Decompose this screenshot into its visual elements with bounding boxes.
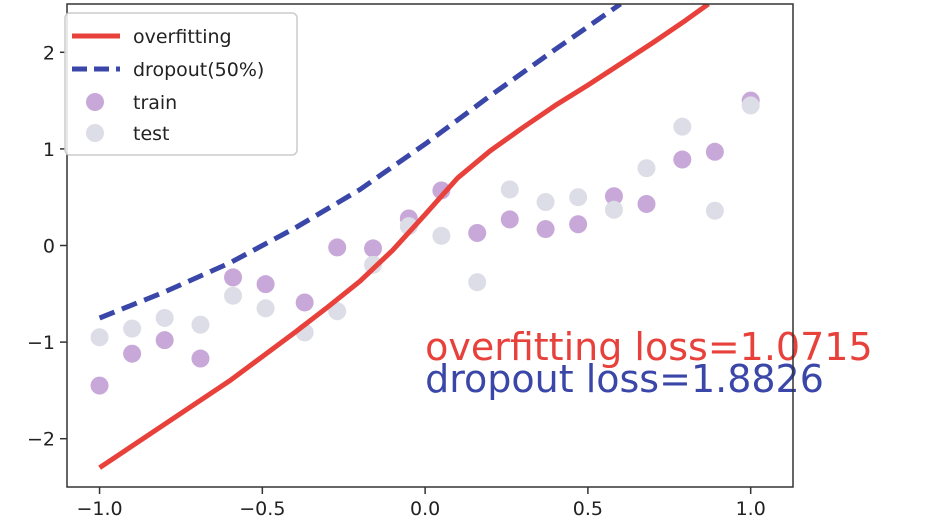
y-tick-label: 0 xyxy=(43,236,55,258)
train-point xyxy=(468,223,487,242)
train-point xyxy=(364,239,383,258)
legend-label-dropout: dropout(50%) xyxy=(133,59,264,81)
test-point xyxy=(364,255,383,274)
test-point xyxy=(468,273,487,292)
train-point xyxy=(536,220,555,239)
test-point xyxy=(500,180,519,199)
x-axis: −1.0 −0.5 0.0 0.5 1.0 xyxy=(76,487,766,520)
legend-swatch-train xyxy=(86,93,104,111)
train-point xyxy=(155,331,174,350)
test-point xyxy=(432,226,451,245)
overfitting-line xyxy=(98,4,710,470)
legend-label-overfitting: overfitting xyxy=(133,26,232,48)
x-tick-label: −1.0 xyxy=(76,498,122,520)
test-point xyxy=(569,188,588,207)
y-tick-label: −1 xyxy=(27,332,55,354)
train-point xyxy=(295,293,314,312)
train-point xyxy=(328,238,347,257)
y-tick-label: 1 xyxy=(43,139,55,161)
train-point xyxy=(673,150,692,169)
test-point xyxy=(123,319,142,338)
train-point xyxy=(90,376,109,395)
line-layer xyxy=(98,4,710,470)
test-point xyxy=(673,117,692,136)
train-point xyxy=(705,142,724,161)
y-tick-label: −2 xyxy=(27,429,55,451)
test-point xyxy=(536,193,555,212)
x-tick-label: 0.0 xyxy=(410,498,440,520)
train-point xyxy=(224,268,243,287)
test-point xyxy=(90,328,109,347)
legend-box xyxy=(64,12,298,156)
train-point xyxy=(256,275,275,294)
test-point xyxy=(256,299,275,318)
train-point xyxy=(191,349,210,368)
test-point xyxy=(604,200,623,219)
train-point xyxy=(569,215,588,234)
legend-label-train: train xyxy=(133,92,177,114)
x-tick-label: −0.5 xyxy=(239,498,285,520)
y-axis: −2 −1 0 1 2 xyxy=(27,42,67,451)
test-point xyxy=(741,96,760,115)
x-tick-label: 1.0 xyxy=(736,498,766,520)
x-tick-label: 0.5 xyxy=(573,498,603,520)
test-point xyxy=(191,315,210,334)
train-point xyxy=(123,344,142,363)
train-point xyxy=(500,210,519,229)
test-point xyxy=(705,201,724,220)
y-tick-label: 2 xyxy=(43,42,55,64)
dropout-50-line xyxy=(98,4,622,321)
test-point xyxy=(328,302,347,321)
annotation-layer: overfitting loss=1.0715 dropout loss=1.8… xyxy=(425,325,873,401)
legend-swatch-test xyxy=(86,124,104,142)
train-point xyxy=(604,187,623,206)
annotation-dropout-loss: dropout loss=1.8826 xyxy=(425,357,824,401)
test-point xyxy=(155,308,174,327)
test-point xyxy=(224,286,243,305)
test-point xyxy=(637,159,656,178)
annotation-overfitting-loss: overfitting loss=1.0715 xyxy=(425,325,873,369)
legend-label-test: test xyxy=(133,123,170,145)
legend: overfitting dropout(50%) train test xyxy=(64,12,298,156)
train-point xyxy=(637,194,656,213)
